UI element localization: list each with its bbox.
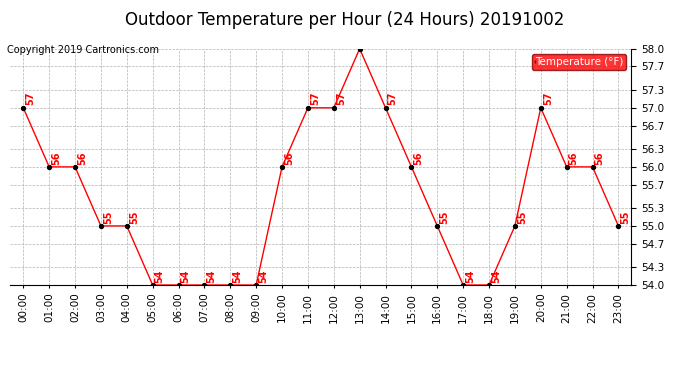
Text: 56: 56 <box>77 151 87 165</box>
Point <box>406 164 417 170</box>
Text: 54: 54 <box>155 269 165 283</box>
Point <box>173 282 184 288</box>
Point <box>277 164 288 170</box>
Point <box>302 105 313 111</box>
Text: Outdoor Temperature per Hour (24 Hours) 20191002: Outdoor Temperature per Hour (24 Hours) … <box>126 11 564 29</box>
Point <box>121 223 132 229</box>
Text: 55: 55 <box>440 210 449 224</box>
Point <box>199 282 210 288</box>
Text: 55: 55 <box>620 210 631 224</box>
Text: 57: 57 <box>310 92 320 105</box>
Point <box>457 282 469 288</box>
Text: 57: 57 <box>543 92 553 105</box>
Text: 56: 56 <box>569 151 579 165</box>
Point <box>380 105 391 111</box>
Legend: Temperature (°F): Temperature (°F) <box>531 54 626 70</box>
Text: 54: 54 <box>181 269 190 283</box>
Text: 54: 54 <box>258 269 268 283</box>
Point <box>250 282 262 288</box>
Point <box>225 282 236 288</box>
Text: 57: 57 <box>26 92 35 105</box>
Point <box>95 223 106 229</box>
Point <box>561 164 572 170</box>
Text: 56: 56 <box>284 151 294 165</box>
Text: 57: 57 <box>336 92 346 105</box>
Point <box>509 223 520 229</box>
Point <box>354 46 365 52</box>
Point <box>18 105 29 111</box>
Text: 56: 56 <box>51 151 61 165</box>
Point <box>328 105 339 111</box>
Point <box>484 282 495 288</box>
Point <box>535 105 546 111</box>
Text: 54: 54 <box>206 269 217 283</box>
Text: 56: 56 <box>595 151 604 165</box>
Text: 58: 58 <box>362 33 372 46</box>
Text: 54: 54 <box>233 269 242 283</box>
Text: Copyright 2019 Cartronics.com: Copyright 2019 Cartronics.com <box>7 45 159 55</box>
Point <box>432 223 443 229</box>
Point <box>70 164 81 170</box>
Text: 54: 54 <box>465 269 475 283</box>
Text: 54: 54 <box>491 269 501 283</box>
Text: 55: 55 <box>103 210 113 224</box>
Text: 57: 57 <box>388 92 397 105</box>
Point <box>587 164 598 170</box>
Point <box>147 282 158 288</box>
Point <box>43 164 55 170</box>
Text: 55: 55 <box>517 210 527 224</box>
Text: 55: 55 <box>129 210 139 224</box>
Text: 56: 56 <box>413 151 424 165</box>
Point <box>613 223 624 229</box>
